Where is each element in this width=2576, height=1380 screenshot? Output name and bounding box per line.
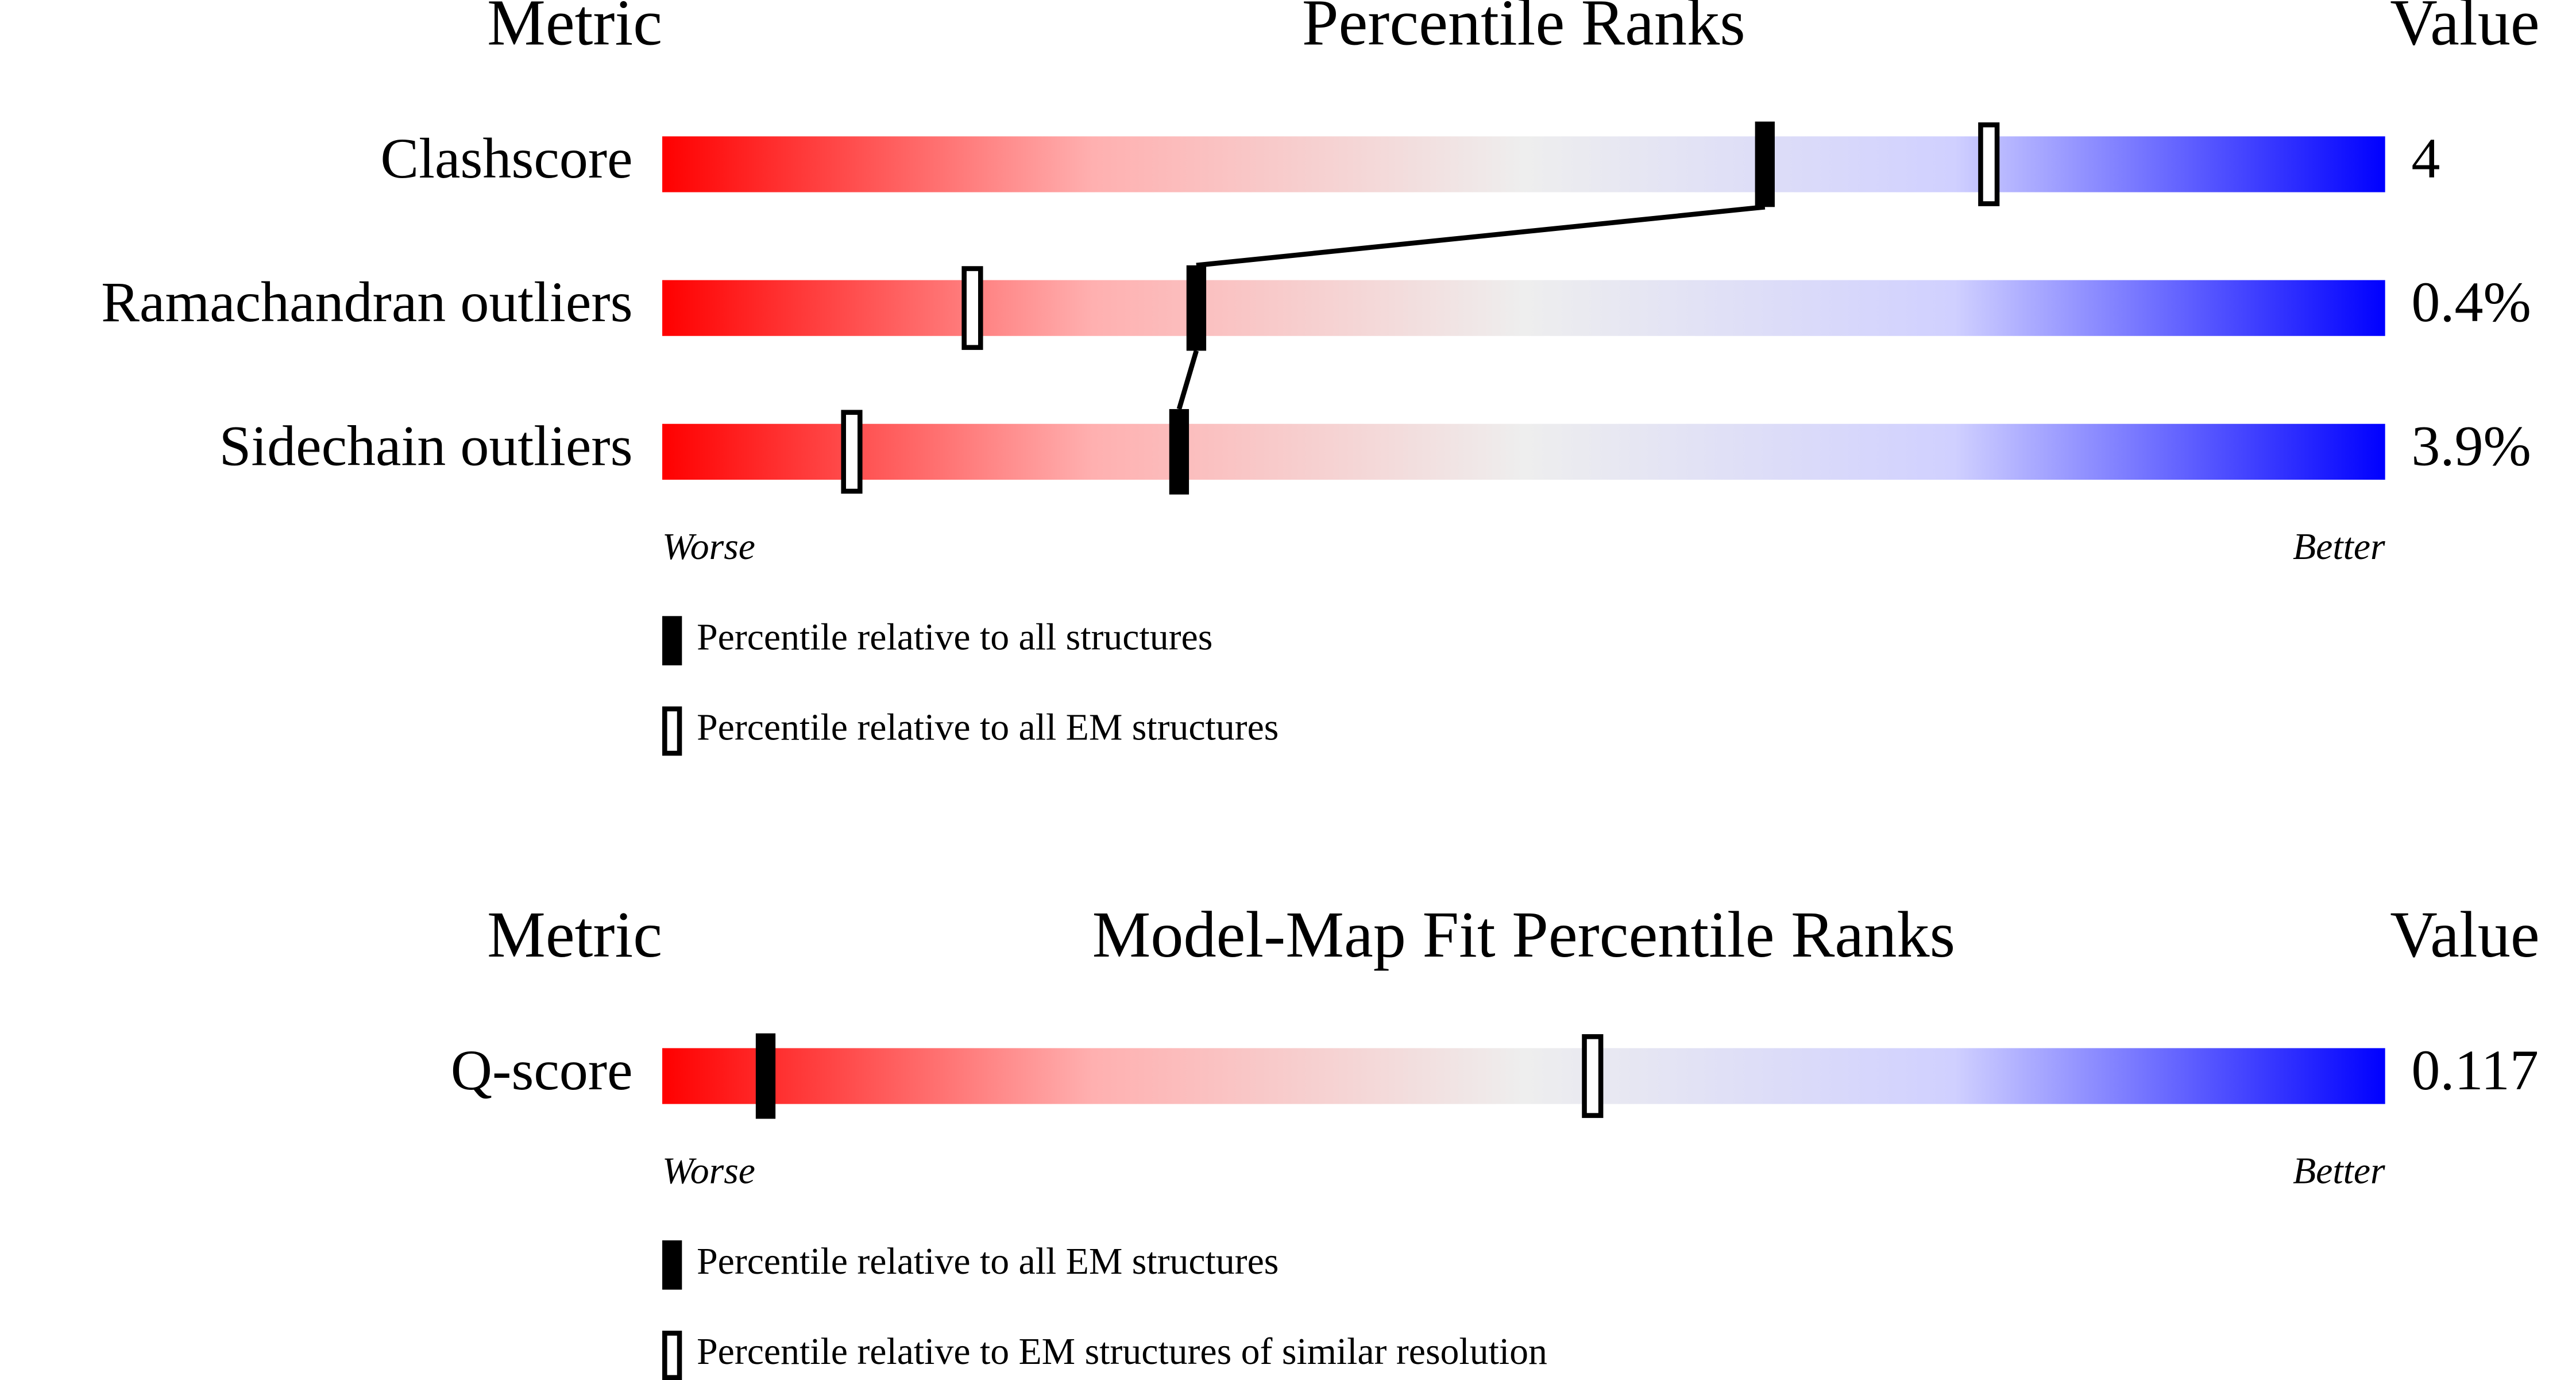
- marker-filled: [1186, 265, 1207, 351]
- metric-header: Metric: [487, 898, 662, 971]
- legend-marker: [662, 1331, 682, 1380]
- value-header: Value: [2390, 898, 2539, 971]
- connector: [1176, 350, 1199, 410]
- marker-open: [841, 410, 863, 494]
- better-label: Better: [2293, 1150, 2385, 1192]
- gradient-bar: [662, 136, 2385, 192]
- panel-title: Model-Map Fit Percentile Ranks: [1092, 898, 1956, 971]
- legend-label: Percentile relative to all structures: [697, 616, 1212, 658]
- gradient-bar: [662, 280, 2385, 336]
- marker-filled: [1755, 121, 1775, 207]
- legend-marker: [662, 1240, 682, 1290]
- metric-value: 3.9%: [2411, 414, 2531, 477]
- panel-title: Percentile Ranks: [1302, 0, 1745, 59]
- marker-open: [1582, 1034, 1604, 1118]
- metric-value: 4: [2411, 126, 2440, 190]
- value-header: Value: [2390, 0, 2539, 59]
- metric-value: 0.117: [2411, 1038, 2538, 1102]
- legend-marker: [662, 706, 682, 756]
- metric-label: Ramachandran outliers: [101, 270, 632, 334]
- metric-header: Metric: [487, 0, 662, 59]
- metric-label: Sidechain outliers: [219, 414, 633, 477]
- gradient-bar: [662, 1048, 2385, 1104]
- gradient-bar: [662, 423, 2385, 480]
- metric-label: Q-score: [451, 1038, 633, 1102]
- connector: [1196, 205, 1766, 268]
- legend-label: Percentile relative to all EM structures: [697, 707, 1279, 749]
- worse-label: Worse: [662, 1150, 755, 1192]
- better-label: Better: [2293, 526, 2385, 568]
- marker-open: [961, 266, 983, 350]
- legend-label: Percentile relative to all EM structures: [697, 1240, 1279, 1282]
- worse-label: Worse: [662, 526, 755, 568]
- metric-value: 0.4%: [2411, 270, 2531, 334]
- marker-open: [1978, 122, 2000, 206]
- metric-label: Clashscore: [380, 126, 632, 190]
- legend-label: Percentile relative to EM structures of …: [697, 1331, 1547, 1373]
- marker-filled: [1169, 409, 1189, 495]
- legend-marker: [662, 616, 682, 666]
- marker-filled: [755, 1033, 776, 1119]
